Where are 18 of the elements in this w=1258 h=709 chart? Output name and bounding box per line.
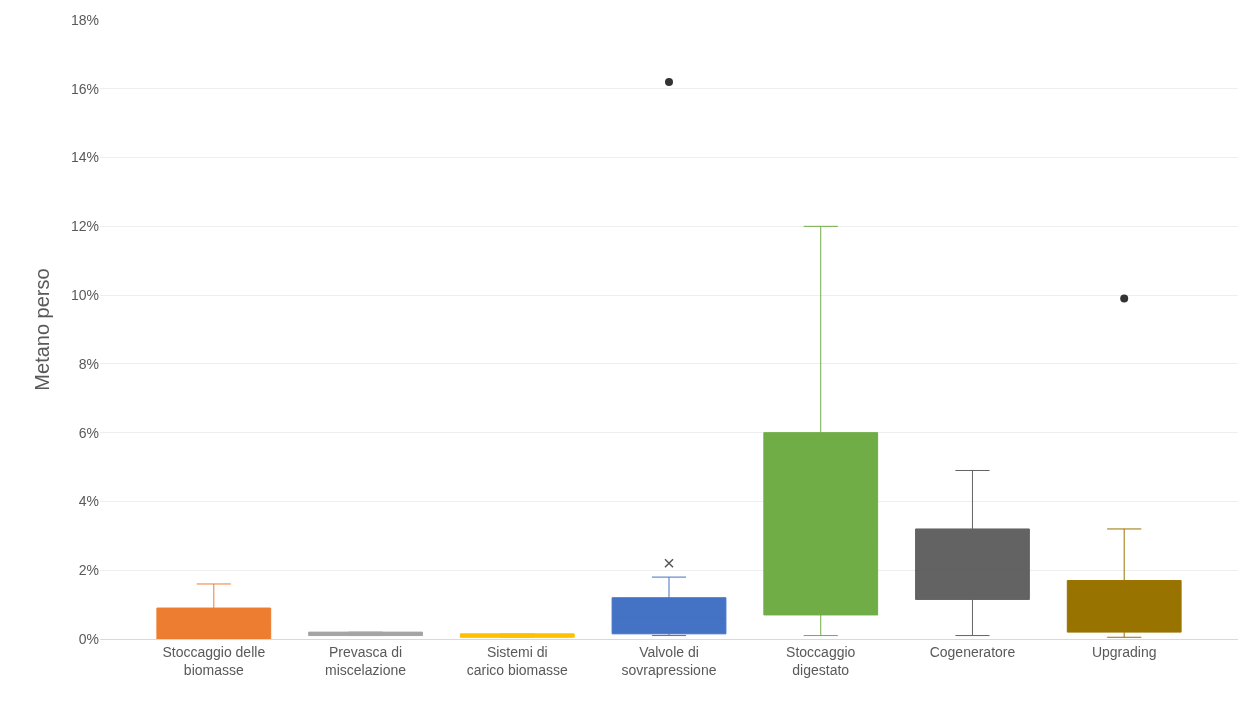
y-tick-label: 18% — [70, 11, 99, 28]
y-tick-label: 2% — [78, 562, 99, 579]
y-tick-label: 12% — [70, 218, 99, 235]
y-tick-label: 16% — [70, 80, 99, 97]
x-tick-label: Valvole di sovrapressione — [621, 643, 717, 678]
y-axis-title: Metano perso — [31, 268, 54, 391]
x-tick-label: Sistemi di carico biomasse — [466, 643, 569, 678]
x-tick-label: Upgrading — [1091, 643, 1157, 660]
y-tick-label: 10% — [70, 287, 99, 304]
x-tick-label: Stoccaggio delle biomasse — [162, 643, 266, 678]
y-tick-label: 14% — [70, 149, 99, 166]
x-tick-label: Stoccaggio digestato — [786, 643, 856, 678]
y-tick-label: 0% — [78, 630, 99, 647]
x-tick-label: Cogeneratore — [929, 643, 1016, 660]
y-tick-label: 4% — [78, 493, 99, 510]
y-tick-label: 8% — [78, 355, 99, 372]
x-tick-label: Prevasca di miscelazione — [325, 643, 407, 678]
y-tick-label: 6% — [78, 424, 99, 441]
